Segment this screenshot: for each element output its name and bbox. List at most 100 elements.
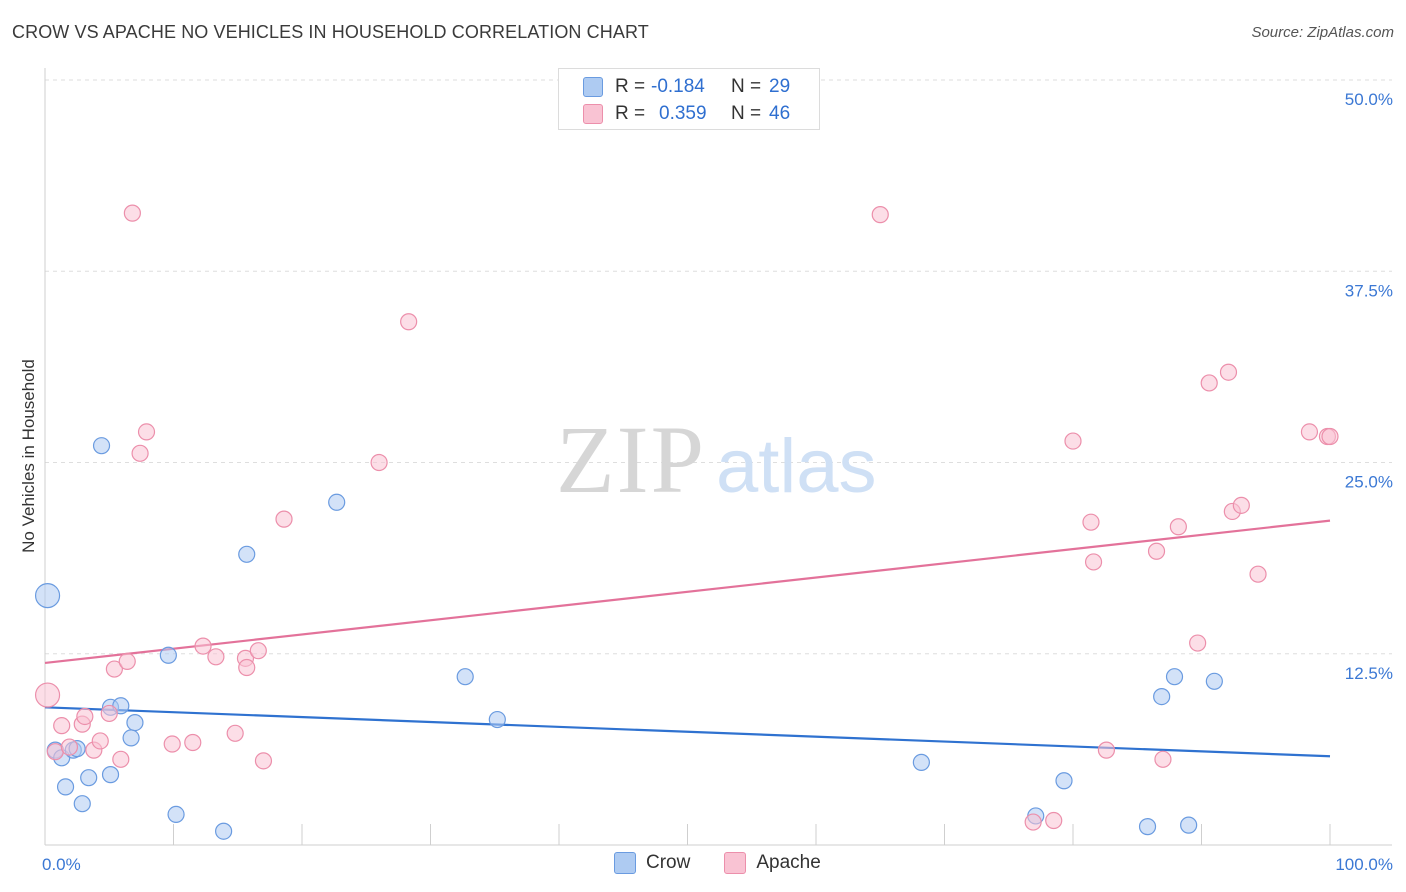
apache-point xyxy=(112,750,130,768)
crow-n-value: 29 xyxy=(769,76,791,97)
crow-point xyxy=(1055,772,1073,790)
apache-point xyxy=(207,648,225,666)
crow-point xyxy=(34,583,61,609)
crow-point xyxy=(80,769,98,787)
crow-point xyxy=(159,646,177,664)
apache-point xyxy=(1189,634,1207,652)
apache-point xyxy=(76,707,94,726)
apache-point xyxy=(1321,427,1339,446)
apache-point xyxy=(275,510,293,528)
apache-legend-label: Apache xyxy=(756,852,821,873)
crow-point xyxy=(167,805,185,824)
crow-trend-line xyxy=(44,706,1331,758)
crow-point xyxy=(1180,816,1198,834)
apache-point xyxy=(34,682,61,708)
crow-point xyxy=(126,713,144,732)
crow-point xyxy=(1138,818,1157,836)
chart-title: CROW VS APACHE NO VEHICLES IN HOUSEHOLD … xyxy=(12,22,649,42)
apache-point xyxy=(226,724,244,742)
crow-swatch xyxy=(583,77,603,97)
apache-point xyxy=(105,660,123,678)
crow-point xyxy=(122,729,140,747)
apache-n-value: 46 xyxy=(769,103,791,124)
watermark: ZIP atlas xyxy=(556,406,877,513)
apache-trend-line xyxy=(44,519,1331,665)
apache-point xyxy=(100,704,118,723)
crow-r-label: R = xyxy=(615,76,646,97)
apache-point xyxy=(400,313,418,331)
apache-point xyxy=(249,642,267,660)
crow-point xyxy=(1205,672,1223,690)
x-tick-label-min: 0.0% xyxy=(42,855,81,874)
y-tick-label: 37.5% xyxy=(1345,281,1393,300)
apache-point xyxy=(91,732,109,750)
apache-point xyxy=(60,738,79,756)
y-axis-label: No Vehicles in Household xyxy=(19,359,38,553)
apache-point xyxy=(1064,432,1082,450)
apache-point xyxy=(118,652,136,671)
points-layer xyxy=(34,204,1339,840)
apache-point xyxy=(1147,542,1166,560)
correlation-legend: R = -0.184 N = 29 R = 0.359 N = 46 xyxy=(558,68,820,130)
crow-point xyxy=(1165,668,1184,686)
apache-swatch xyxy=(583,104,603,124)
watermark-zip: ZIP xyxy=(556,406,706,513)
apache-point xyxy=(53,717,71,735)
apache-point xyxy=(163,735,181,753)
crow-legend-label: Crow xyxy=(646,852,691,873)
y-tick-label: 50.0% xyxy=(1345,90,1393,109)
apache-point xyxy=(137,423,156,441)
labels-layer: 12.5% 25.0% 37.5% 50.0% 0.0% 100.0% xyxy=(42,90,1393,874)
crow-point xyxy=(73,795,91,813)
crow-point xyxy=(101,766,120,784)
legend-row-crow: R = -0.184 N = 29 xyxy=(583,74,790,100)
apache-point xyxy=(1045,811,1063,830)
apache-r-value: 0.359 xyxy=(659,103,707,124)
crow-point xyxy=(488,710,506,729)
crow-point xyxy=(328,493,346,511)
crow-point xyxy=(456,668,474,686)
crow-point xyxy=(215,822,233,840)
apache-point xyxy=(1300,423,1319,441)
apache-point xyxy=(123,204,141,222)
apache-point xyxy=(1082,513,1100,531)
apache-point xyxy=(1097,741,1116,759)
x-tick-label-max: 100.0% xyxy=(1335,855,1393,874)
apache-point xyxy=(1084,553,1103,571)
trend-layer xyxy=(44,519,1331,758)
apache-point xyxy=(1024,813,1042,831)
apache-point xyxy=(1169,518,1187,536)
crow-legend-swatch xyxy=(614,852,636,874)
series-legend: Crow Apache xyxy=(614,852,855,874)
grid-layer xyxy=(45,79,1392,655)
apache-point xyxy=(1154,750,1172,768)
apache-point xyxy=(1219,363,1238,381)
crow-point xyxy=(238,545,256,563)
apache-point xyxy=(184,733,202,752)
apache-legend-swatch xyxy=(724,852,747,874)
apache-r-label: R = xyxy=(615,103,646,124)
apache-point xyxy=(1200,374,1218,392)
apache-point xyxy=(238,658,256,677)
crow-point xyxy=(56,778,75,796)
axes-layer xyxy=(44,68,1392,846)
apache-n-label: N = xyxy=(731,103,762,124)
apache-point xyxy=(254,752,273,770)
apache-point xyxy=(1249,565,1267,583)
crow-point xyxy=(912,753,930,771)
legend-row-apache: R = 0.359 N = 46 xyxy=(583,101,790,127)
crow-n-label: N = xyxy=(731,76,762,97)
crow-r-value: -0.184 xyxy=(651,76,705,97)
y-tick-label: 25.0% xyxy=(1345,473,1393,492)
apache-point xyxy=(194,637,212,655)
watermark-atlas: atlas xyxy=(716,424,877,509)
y-tick-label: 12.5% xyxy=(1345,664,1393,683)
apache-point xyxy=(131,444,149,462)
crow-point xyxy=(92,437,111,455)
crow-point xyxy=(1153,687,1171,706)
apache-point xyxy=(370,453,388,472)
legend-item-crow[interactable]: Crow xyxy=(614,852,690,874)
legend-item-apache[interactable]: Apache xyxy=(724,852,821,874)
apache-point xyxy=(871,206,889,224)
